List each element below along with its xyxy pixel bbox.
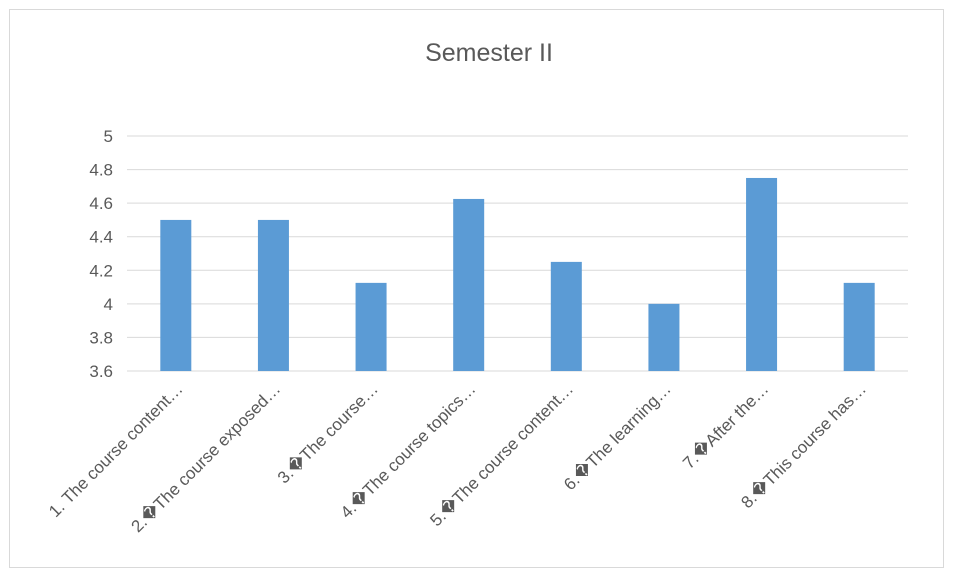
bar	[257, 219, 289, 371]
y-tick-label: 4.2	[89, 261, 113, 280]
y-tick-label: 3.6	[89, 362, 113, 381]
y-axis-tick-labels: 3.6 3.8 4 4.2 4.4 4.6 4.8 5	[89, 127, 113, 381]
y-tick-label: 4.4	[89, 228, 113, 247]
x-category-label: 3.�The course…	[273, 379, 382, 488]
bar	[160, 219, 192, 371]
y-tick-label: 5	[104, 127, 113, 146]
y-tick-label: 4.6	[89, 194, 113, 213]
y-tick-label: 3.8	[89, 328, 113, 347]
gridlines	[127, 135, 908, 372]
bar	[648, 303, 680, 371]
x-category-label: 7.�After the…	[678, 379, 772, 473]
bars	[160, 177, 875, 371]
x-axis-category-labels: 1. The course content…2.�The course expo…	[45, 379, 870, 536]
chart-title: Semester II	[425, 39, 553, 67]
x-category-label: 6.�The learning…	[559, 379, 674, 494]
bar	[550, 261, 582, 371]
bar	[355, 282, 387, 371]
bar	[843, 282, 875, 371]
y-tick-label: 4.8	[89, 161, 113, 180]
bar	[453, 198, 485, 371]
y-tick-label: 4	[104, 295, 113, 314]
bar	[746, 177, 778, 371]
